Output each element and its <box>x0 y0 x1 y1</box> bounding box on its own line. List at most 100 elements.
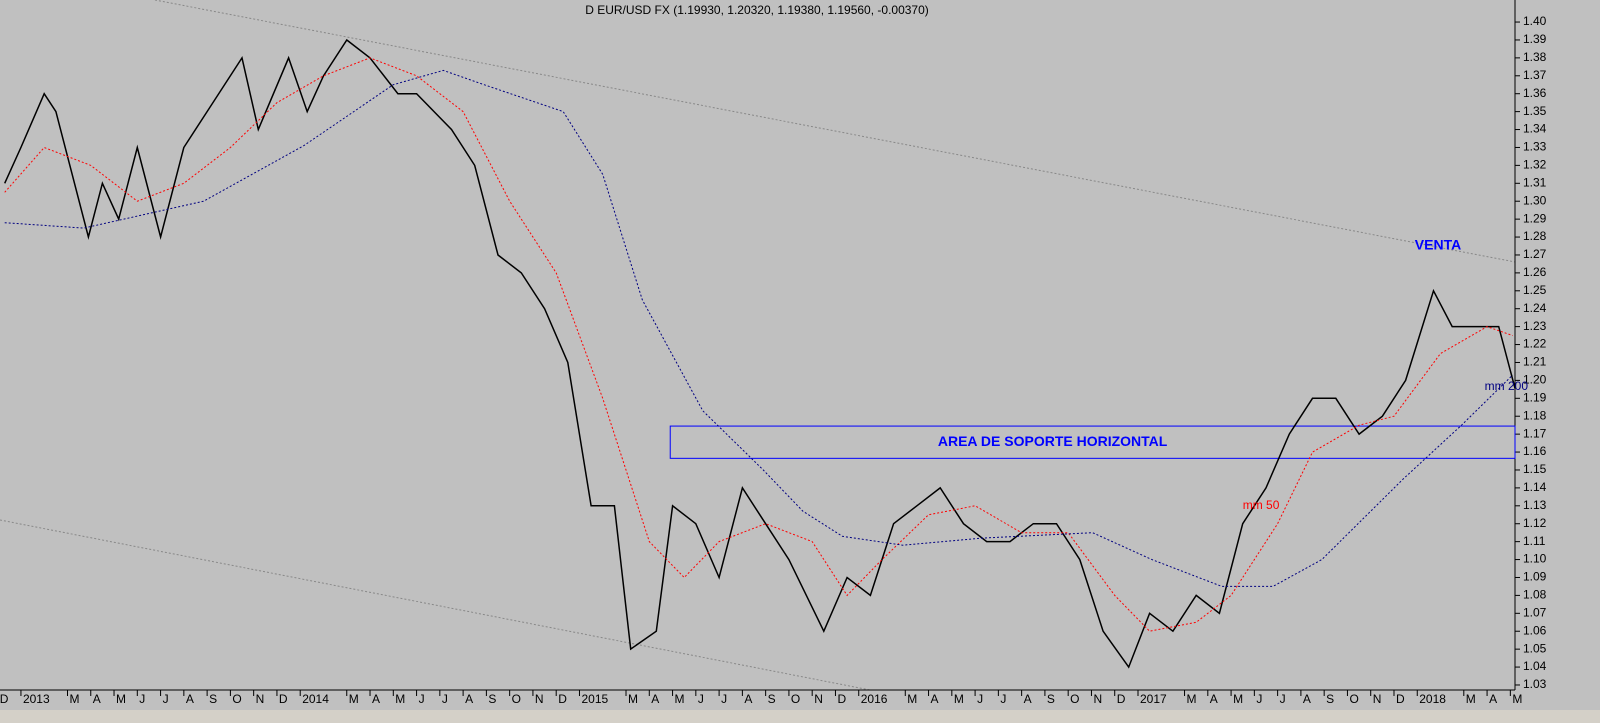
x-tick-label: N <box>256 692 265 706</box>
y-tick-label: 1.22 <box>1523 337 1547 351</box>
x-tick-label: J <box>977 692 983 706</box>
x-tick-label: S <box>768 692 776 706</box>
y-tick-label: 1.33 <box>1523 140 1547 154</box>
x-tick-label: D <box>1117 692 1126 706</box>
x-tick-label: O <box>512 692 521 706</box>
x-tick-label: S <box>1047 692 1055 706</box>
y-tick-label: 1.28 <box>1523 229 1547 243</box>
status-strip <box>0 710 1600 723</box>
annotation: VENTA <box>1415 237 1461 253</box>
x-tick-label: 2015 <box>581 692 608 706</box>
x-tick-label: 2016 <box>861 692 888 706</box>
x-tick-label: A <box>744 692 752 706</box>
y-tick-label: 1.03 <box>1523 677 1547 691</box>
x-tick-label: 2018 <box>1419 692 1446 706</box>
y-tick-label: 1.06 <box>1523 623 1547 637</box>
x-tick-label: S <box>1326 692 1334 706</box>
y-tick-label: 1.10 <box>1523 552 1547 566</box>
x-tick-label: M <box>628 692 638 706</box>
x-tick-label: 2013 <box>23 692 50 706</box>
y-tick-label: 1.23 <box>1523 319 1547 333</box>
y-tick-label: 1.08 <box>1523 588 1547 602</box>
x-tick-label: J <box>1280 692 1286 706</box>
y-tick-label: 1.30 <box>1523 193 1547 207</box>
y-tick-label: 1.24 <box>1523 301 1547 315</box>
y-tick-label: 1.05 <box>1523 641 1547 655</box>
support-zone <box>669 425 1516 459</box>
x-tick-label: A <box>1210 692 1218 706</box>
x-tick-label: D <box>0 692 9 706</box>
x-tick-label: A <box>1024 692 1032 706</box>
chart-title: D EUR/USD FX (1.19930, 1.20320, 1.19380,… <box>585 3 929 17</box>
y-tick-label: 1.07 <box>1523 605 1547 619</box>
x-tick-label: N <box>535 692 544 706</box>
x-tick-label: J <box>419 692 425 706</box>
x-tick-label: N <box>1093 692 1102 706</box>
y-tick-label: 1.37 <box>1523 68 1547 82</box>
x-tick-label: J <box>139 692 145 706</box>
x-tick-label: M <box>907 692 917 706</box>
y-tick-label: 1.26 <box>1523 265 1547 279</box>
x-tick-label: A <box>93 692 101 706</box>
x-tick-label: M <box>1233 692 1243 706</box>
x-tick-label: A <box>1303 692 1311 706</box>
series-label: mm 50 <box>1243 498 1280 512</box>
series-line <box>4 57 1513 632</box>
x-tick-label: A <box>651 692 659 706</box>
y-tick-label: 1.20 <box>1523 373 1547 387</box>
x-tick-label: N <box>814 692 823 706</box>
x-tick-label: J <box>698 692 704 706</box>
y-tick-label: 1.34 <box>1523 122 1547 136</box>
x-tick-label: J <box>442 692 448 706</box>
trend-line <box>154 0 1516 263</box>
x-tick-label: O <box>232 692 241 706</box>
y-tick-label: 1.40 <box>1523 14 1547 28</box>
x-tick-label: S <box>488 692 496 706</box>
y-tick-label: 1.16 <box>1523 444 1547 458</box>
x-tick-label: D <box>558 692 567 706</box>
y-tick-label: 1.38 <box>1523 50 1547 64</box>
x-tick-label: M <box>1512 692 1522 706</box>
y-tick-label: 1.21 <box>1523 355 1547 369</box>
x-tick-label: M <box>116 692 126 706</box>
series-line <box>4 69 1514 587</box>
x-tick-label: M <box>395 692 405 706</box>
x-tick-label: M <box>675 692 685 706</box>
x-tick-label: D <box>1396 692 1405 706</box>
x-tick-label: A <box>186 692 194 706</box>
x-tick-label: 2017 <box>1140 692 1167 706</box>
y-tick-label: 1.27 <box>1523 247 1547 261</box>
x-tick-label: A <box>465 692 473 706</box>
x-tick-label: D <box>279 692 288 706</box>
x-tick-label: S <box>209 692 217 706</box>
x-tick-label: J <box>1256 692 1262 706</box>
x-tick-label: J <box>1000 692 1006 706</box>
y-tick-label: 1.17 <box>1523 426 1547 440</box>
y-tick-label: 1.14 <box>1523 480 1547 494</box>
x-tick-label: M <box>1466 692 1476 706</box>
x-tick-label: 2014 <box>302 692 329 706</box>
x-tick-label: O <box>791 692 800 706</box>
x-tick-label: M <box>69 692 79 706</box>
y-tick-label: 1.32 <box>1523 158 1547 172</box>
y-tick-label: 1.11 <box>1523 534 1546 548</box>
x-tick-label: O <box>1070 692 1079 706</box>
x-tick-label: A <box>372 692 380 706</box>
x-tick-label: J <box>721 692 727 706</box>
y-tick-label: 1.31 <box>1523 175 1547 189</box>
series-label: mm 200 <box>1485 379 1529 393</box>
y-tick-label: 1.29 <box>1523 211 1547 225</box>
x-tick-label: M <box>349 692 359 706</box>
x-tick-label: N <box>1373 692 1382 706</box>
y-tick-label: 1.39 <box>1523 32 1547 46</box>
y-tick-label: 1.36 <box>1523 86 1547 100</box>
y-tick-label: 1.12 <box>1523 516 1547 530</box>
x-tick-label: A <box>931 692 939 706</box>
y-tick-label: 1.18 <box>1523 408 1547 422</box>
y-tick-label: 1.09 <box>1523 570 1547 584</box>
y-tick-label: 1.13 <box>1523 498 1547 512</box>
y-tick-label: 1.19 <box>1523 390 1547 404</box>
x-tick-label: M <box>1187 692 1197 706</box>
x-tick-label: O <box>1349 692 1358 706</box>
